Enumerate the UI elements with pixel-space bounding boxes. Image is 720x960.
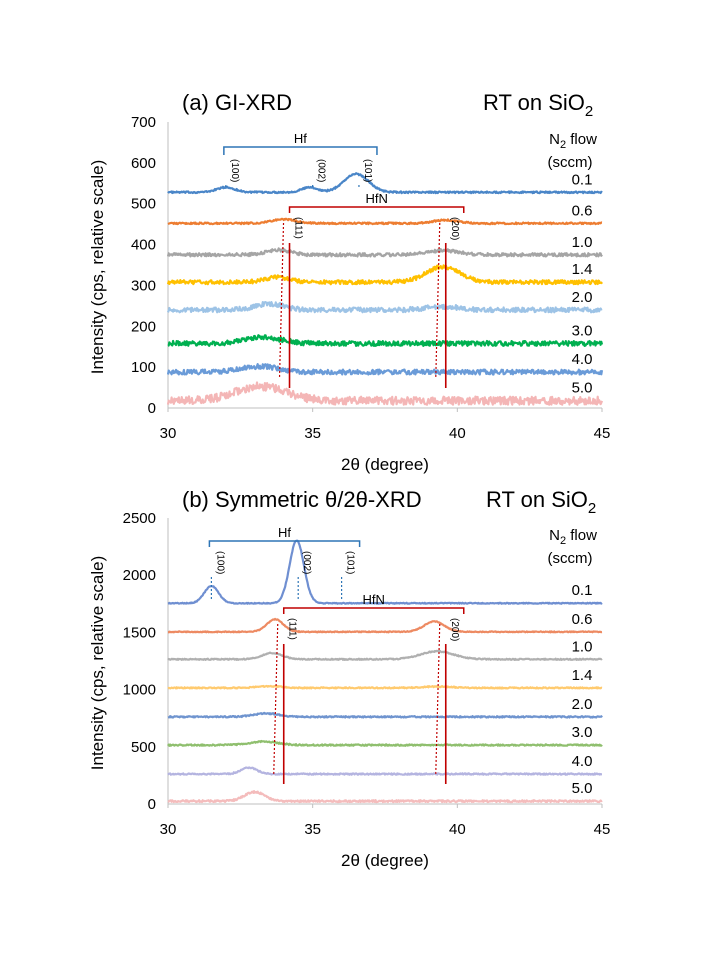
y-tick-label: 300 bbox=[131, 277, 156, 294]
panel-a-title: (a) GI-XRD bbox=[182, 90, 292, 115]
hf-peak-label: (002) bbox=[301, 551, 312, 574]
series-label: 1.0 bbox=[572, 638, 593, 655]
panel-a-ylabel: Intensity (cps, relative scale) bbox=[88, 160, 107, 374]
panel-b-legend-unit: (sccm) bbox=[548, 550, 593, 567]
hfn-peak-label: (111) bbox=[287, 618, 298, 640]
series-label: 1.0 bbox=[572, 234, 593, 251]
series-label: 0.1 bbox=[572, 171, 593, 188]
series-label: 5.0 bbox=[572, 780, 593, 797]
series-label: 0.6 bbox=[572, 611, 593, 628]
hf-label: Hf bbox=[294, 131, 307, 146]
series-line-0.6 bbox=[167, 217, 603, 226]
panel-b-xlabel: 2θ (degree) bbox=[341, 851, 429, 870]
y-tick-label: 200 bbox=[131, 318, 156, 335]
hfn-label: HfN bbox=[365, 191, 387, 206]
hf-peak-label: (002) bbox=[316, 159, 327, 182]
series-label: 0.6 bbox=[572, 202, 593, 219]
y-tick-label: 600 bbox=[131, 155, 156, 172]
y-tick-label: 700 bbox=[131, 114, 156, 131]
series-label: 2.0 bbox=[572, 696, 593, 713]
panel-a-gi-xrd: (a) GI-XRD RT on SiO2 Intensity (cps, re… bbox=[88, 90, 610, 474]
panel-a-condition: RT on SiO2 bbox=[483, 90, 593, 120]
series-line-4.0 bbox=[167, 766, 603, 776]
panel-b-title: (b) Symmetric θ/2θ-XRD bbox=[182, 487, 422, 512]
y-tick-label: 500 bbox=[131, 739, 156, 756]
y-tick-label: 1500 bbox=[123, 624, 156, 641]
hfn-label: HfN bbox=[363, 592, 385, 607]
hfn-peak-label: (111) bbox=[293, 217, 304, 239]
panel-b-ylabel: Intensity (cps, relative scale) bbox=[88, 556, 107, 770]
series-label: 4.0 bbox=[572, 351, 593, 368]
x-tick-label: 30 bbox=[160, 821, 177, 838]
y-tick-label: 0 bbox=[148, 796, 156, 813]
series-line-2.0 bbox=[167, 711, 603, 719]
series-line-4.0 bbox=[166, 363, 604, 376]
series-label: 2.0 bbox=[572, 289, 593, 306]
panel-b-symmetric-xrd: (b) Symmetric θ/2θ-XRD RT on SiO2 Intens… bbox=[88, 487, 610, 870]
y-tick-label: 500 bbox=[131, 196, 156, 213]
x-tick-label: 35 bbox=[304, 821, 321, 838]
hf-peak-label: (101) bbox=[345, 551, 356, 574]
y-tick-label: 0 bbox=[148, 400, 156, 417]
y-tick-label: 1000 bbox=[123, 682, 156, 699]
hfn-peak-shift-line bbox=[278, 222, 285, 379]
series-label: 4.0 bbox=[572, 753, 593, 770]
hf-peak-label: (101) bbox=[362, 159, 373, 182]
series-label: 3.0 bbox=[572, 322, 593, 339]
series-line-3.0 bbox=[167, 739, 603, 747]
hf-peak-label: (100) bbox=[214, 551, 225, 574]
y-tick-label: 2500 bbox=[123, 510, 156, 527]
hfn-peak-shift-line bbox=[273, 623, 279, 775]
hf-peak-label: (100) bbox=[229, 159, 240, 182]
series-line-1.4 bbox=[166, 264, 603, 286]
hfn-peak-shift-line bbox=[435, 222, 441, 379]
series-label: 3.0 bbox=[572, 724, 593, 741]
panel-a-legend-title: N2 flow bbox=[549, 131, 597, 151]
series-label: 0.1 bbox=[572, 582, 593, 599]
series-line-2.0 bbox=[166, 301, 603, 314]
hfn-peak-label: (200) bbox=[449, 217, 460, 240]
series-group bbox=[167, 539, 603, 804]
y-tick-label: 400 bbox=[131, 237, 156, 254]
series-line-5.0 bbox=[166, 381, 604, 406]
series-label: 1.4 bbox=[572, 261, 593, 278]
y-tick-label: 2000 bbox=[123, 567, 156, 584]
series-line-1.0 bbox=[167, 649, 603, 661]
series-line-1.0 bbox=[166, 247, 603, 258]
series-line-1.4 bbox=[167, 684, 603, 690]
hfn-bracket bbox=[282, 607, 465, 614]
series-label: 1.4 bbox=[572, 667, 593, 684]
x-tick-label: 40 bbox=[449, 821, 466, 838]
series-group bbox=[166, 172, 604, 406]
series-line-0.1 bbox=[167, 539, 603, 605]
x-tick-label: 45 bbox=[594, 821, 611, 838]
series-line-0.1 bbox=[167, 172, 603, 195]
hf-bracket bbox=[223, 146, 378, 155]
x-tick-label: 30 bbox=[160, 425, 177, 442]
hfn-peak-shift-line bbox=[435, 623, 441, 775]
panel-a-legend-unit: (sccm) bbox=[548, 154, 593, 171]
y-tick-label: 100 bbox=[131, 359, 156, 376]
hfn-bracket bbox=[288, 206, 465, 213]
x-tick-label: 35 bbox=[304, 425, 321, 442]
hf-label: Hf bbox=[278, 525, 291, 540]
series-line-0.6 bbox=[167, 617, 603, 634]
hfn-peak-label: (200) bbox=[449, 618, 460, 641]
panel-a-xlabel: 2θ (degree) bbox=[341, 455, 429, 474]
series-line-5.0 bbox=[167, 790, 603, 804]
panel-b-condition: RT on SiO2 bbox=[486, 487, 596, 517]
panel-b-legend-title: N2 flow bbox=[549, 527, 597, 547]
hf-bracket bbox=[208, 540, 361, 547]
series-line-3.0 bbox=[167, 334, 604, 347]
x-tick-label: 40 bbox=[449, 425, 466, 442]
series-label: 5.0 bbox=[572, 380, 593, 397]
x-tick-label: 45 bbox=[594, 425, 611, 442]
